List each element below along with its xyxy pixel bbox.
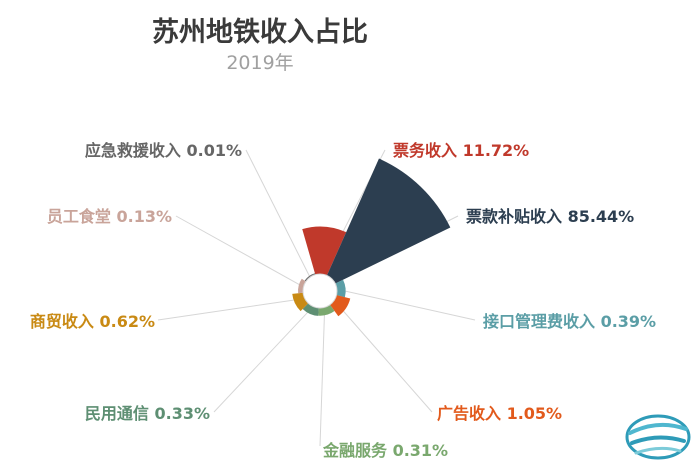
chart-labels: 票务收入 11.72% 票款补贴收入 85.44% 接口管理费收入 0.39% 广告收… (30, 141, 656, 460)
chart-subtitle: 2019年 (226, 52, 294, 74)
sector-2 (320, 158, 451, 291)
slice-label-6: 民用通信 0.33% (85, 404, 210, 423)
chart-center-hub (302, 273, 338, 309)
slice-label-5: 金融服务 0.31% (322, 441, 448, 460)
slice-label-7: 商贸收入 0.62% (30, 312, 155, 331)
slice-label-2: 票款补贴收入 85.44% (466, 207, 634, 226)
slice-label-9: 应急救援收入 0.01% (85, 141, 242, 160)
leader-line-7 (157, 297, 305, 321)
sector-1 (302, 226, 347, 291)
slice-label-1: 票务收入 11.72% (393, 141, 529, 160)
suzhou-metro-logo-icon (625, 414, 691, 460)
chart-title: 苏州地铁收入占比 (152, 17, 368, 48)
leader-line-3 (336, 288, 476, 321)
leader-line-8 (175, 215, 304, 288)
leader-line-5 (319, 307, 326, 447)
slice-label-3: 接口管理费收入 0.39% (483, 312, 656, 331)
leader-line-9 (245, 149, 311, 278)
leader-line-4 (333, 300, 433, 413)
leader-line-6 (213, 306, 314, 413)
slice-label-8: 员工食堂 0.13% (47, 207, 172, 226)
slice-label-4: 广告收入 1.05% (437, 404, 562, 423)
